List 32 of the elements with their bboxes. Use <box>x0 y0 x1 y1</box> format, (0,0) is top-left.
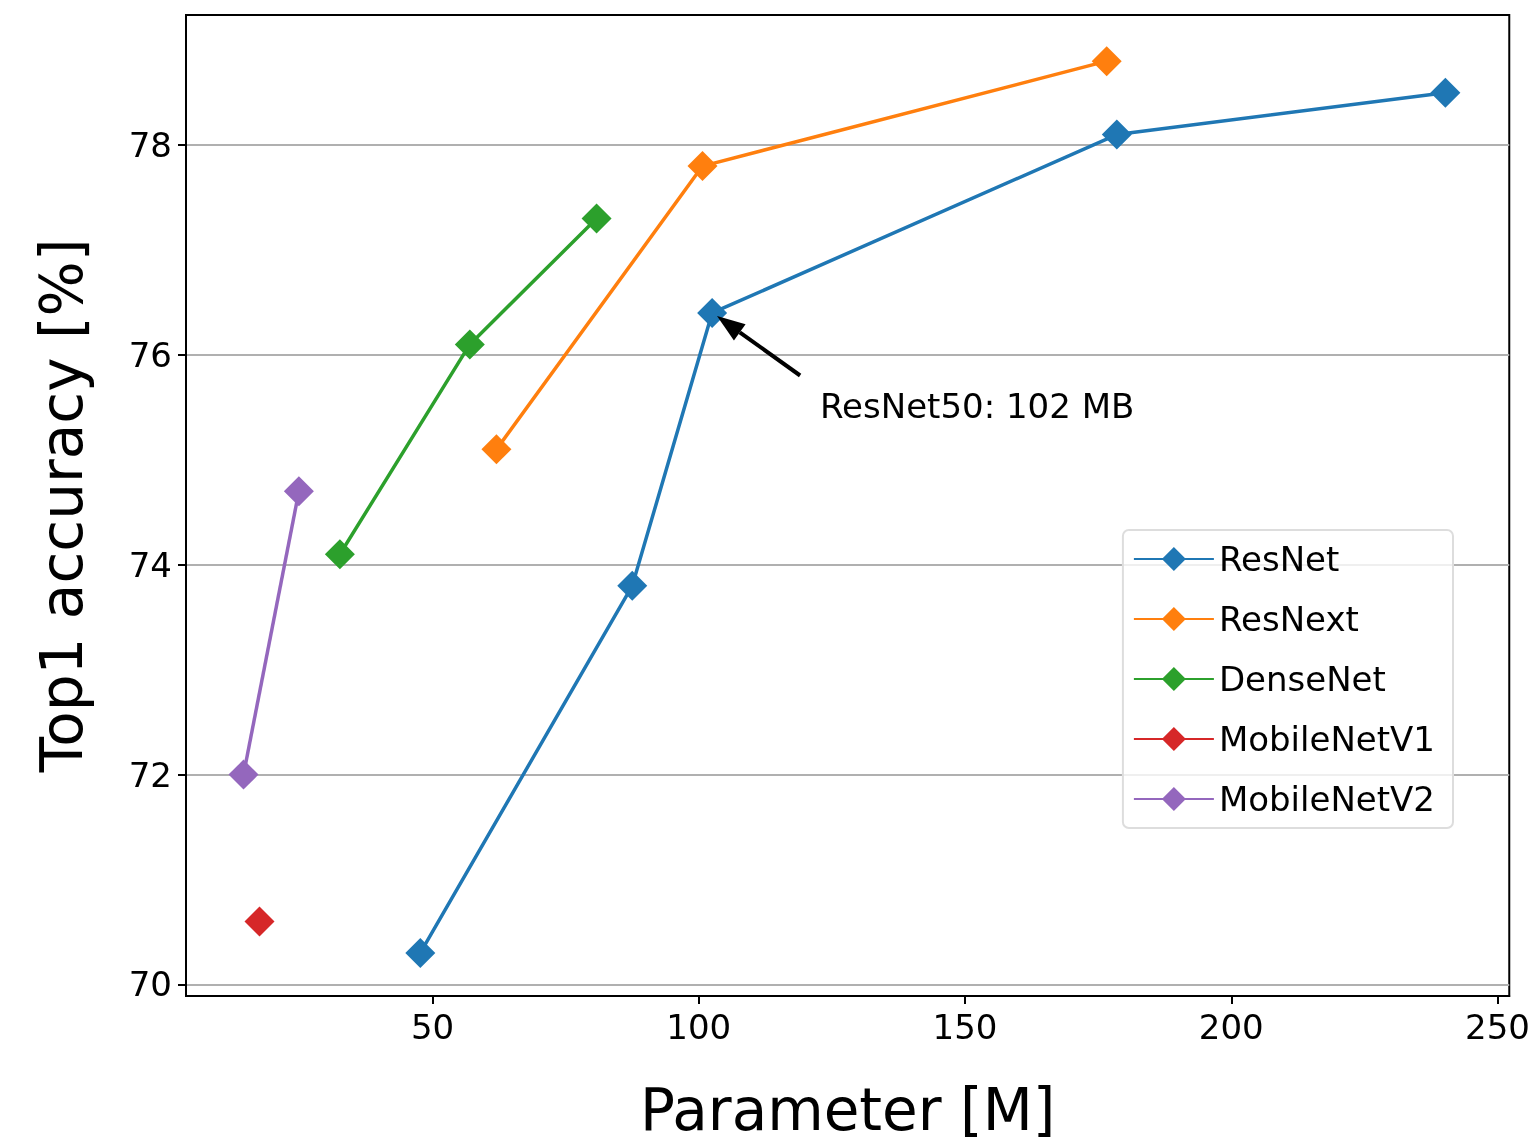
x-tick-label: 200 <box>1198 1007 1264 1047</box>
legend-label: MobileNetV2 <box>1218 779 1436 819</box>
x-tick-label: 100 <box>666 1007 732 1047</box>
point <box>454 329 485 360</box>
point <box>244 906 275 937</box>
y-tick-label: 70 <box>128 964 172 1005</box>
legend-label: ResNet <box>1218 539 1340 579</box>
point <box>1101 119 1132 150</box>
point <box>324 539 355 570</box>
annotation: ResNet50: 102 MB <box>820 386 1135 426</box>
x-axis-title: Parameter [M] <box>639 1076 1056 1144</box>
y-tick-label: 76 <box>128 334 172 375</box>
point <box>617 570 648 601</box>
x-tick-label: 50 <box>410 1007 455 1047</box>
y-tick-label: 74 <box>128 544 172 585</box>
x-tick-label: 250 <box>1465 1007 1531 1047</box>
legend-label: ResNext <box>1218 599 1359 639</box>
y-axis-title: Top1 accuracy [%] <box>28 238 96 774</box>
point <box>283 476 314 507</box>
point <box>1091 46 1122 77</box>
point <box>581 203 612 234</box>
point <box>687 151 718 182</box>
point <box>1430 77 1461 108</box>
point <box>697 297 728 328</box>
legend-label: MobileNetV1 <box>1218 719 1436 759</box>
point <box>405 937 436 968</box>
y-tick-label: 78 <box>128 125 172 166</box>
point <box>481 434 512 465</box>
legend-label: DenseNet <box>1218 659 1386 699</box>
point <box>228 759 259 790</box>
y-tick-label: 72 <box>128 754 172 795</box>
x-tick-label: 150 <box>932 1007 998 1047</box>
